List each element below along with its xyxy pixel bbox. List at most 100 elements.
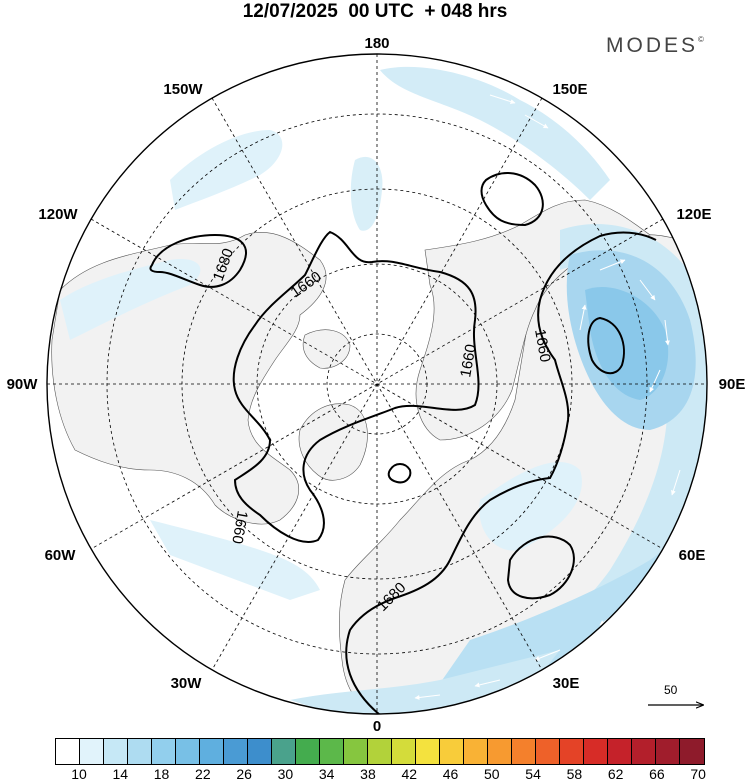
- wind-vector: [599, 259, 626, 271]
- colorbar-cell: [272, 739, 296, 764]
- colorbar-cell: [464, 739, 488, 764]
- wind-vectors: [414, 94, 681, 700]
- colorbar-cell: [344, 739, 368, 764]
- lon-label-30w: 30W: [171, 675, 203, 692]
- colorbar-cell: [368, 739, 392, 764]
- colorbar-cell: [512, 739, 536, 764]
- colorbar-cell: [392, 739, 416, 764]
- colorbar-tick-label: 62: [607, 766, 624, 782]
- latitude-circle: [181, 188, 573, 580]
- colorbar-cell: [560, 739, 584, 764]
- height-contours: [149, 172, 657, 714]
- jet-band-east: [400, 224, 707, 714]
- colorbar-tick-label: 26: [236, 766, 252, 782]
- jet-band-central: [350, 156, 383, 231]
- colorbar-tick-label: 46: [442, 766, 459, 782]
- jet-band-west: [60, 259, 201, 340]
- lon-label-90w: 90W: [7, 376, 39, 393]
- colorbar-cell: [320, 739, 344, 764]
- colorbar-tick-label: 22: [195, 766, 211, 782]
- longitude-labels: 180 150W 150E 120W 120E 90W 90E 60W 60E …: [7, 35, 746, 735]
- jet-band-southeast: [420, 470, 707, 714]
- colorbar-cell: [128, 739, 152, 764]
- lon-label-150e: 150E: [552, 81, 587, 98]
- jet-band-north: [380, 66, 610, 200]
- wind-vector: [534, 649, 561, 661]
- colorbar-cell: [632, 739, 656, 764]
- contour-1680-west: [149, 233, 247, 288]
- colorbar-cell: [440, 739, 464, 764]
- map-border: [46, 53, 708, 715]
- colorbar-cell: [104, 739, 128, 764]
- lon-label-60e: 60E: [679, 547, 706, 564]
- contour-label: 1660: [531, 328, 554, 364]
- colorbar-cell: [200, 739, 224, 764]
- colorbar: 10 14 18 22 26 30 34 38 42 46 50 54 58 62 66 70: [55, 738, 706, 782]
- lon-label-180: 180: [364, 35, 389, 52]
- colorbar-cell: [296, 739, 320, 764]
- colorbar-tick-label: 42: [401, 766, 418, 782]
- colorbar-cell: [56, 739, 80, 764]
- contour-closed-northeast: [480, 172, 544, 227]
- contour-1660-closed-east: [587, 316, 625, 375]
- colorbar-tick-label: 18: [153, 766, 170, 782]
- colorbar-cell: [608, 739, 632, 764]
- colorbar-tick-label: 58: [566, 766, 583, 782]
- wind-vector: [664, 319, 670, 346]
- colorbar-cell: [152, 739, 176, 764]
- jet-band-southwest: [150, 520, 320, 600]
- wind-vector: [414, 694, 441, 700]
- wind-vector: [489, 94, 516, 105]
- polar-map: 1680 1660 1660 1660 1660 1680 180 150W 1…: [7, 35, 746, 735]
- lon-label-30e: 30E: [553, 675, 580, 692]
- colorbar-cell: [680, 739, 704, 764]
- jet-band-central-east: [479, 461, 582, 551]
- colorbar-tick-label: 34: [318, 766, 335, 782]
- reference-vector-label: 50: [664, 683, 678, 697]
- colorbar-tick-label: 54: [525, 766, 541, 782]
- colorbar-cell: [224, 739, 248, 764]
- colorbar-tick-label: 70: [690, 766, 706, 782]
- colorbar-tick-label: 14: [112, 766, 129, 782]
- map-title: 12/07/2025 00 UTC + 048 hrs: [242, 1, 508, 22]
- map-disc: 1680 1660 1660 1660 1660 1680: [47, 54, 707, 714]
- wind-vector: [474, 679, 501, 688]
- contour-label: 1660: [228, 509, 251, 545]
- brand-logo: MODES©: [606, 34, 704, 58]
- lon-label-60w: 60W: [45, 547, 77, 564]
- contour-closed-southeast: [506, 535, 575, 600]
- lon-label-0: 0: [373, 718, 381, 735]
- wind-vector: [639, 279, 656, 301]
- colorbar-cells: [55, 738, 705, 765]
- graticule: [47, 54, 707, 714]
- colorbar-cell: [536, 739, 560, 764]
- lon-label-150w: 150W: [163, 81, 203, 98]
- colorbar-cell: [248, 739, 272, 764]
- jet-band-northwest: [170, 130, 283, 210]
- lon-label-120e: 120E: [676, 206, 711, 223]
- meridian: [90, 218, 664, 550]
- colorbar-cell: [416, 739, 440, 764]
- contour-label: 1660: [457, 343, 480, 379]
- colorbar-cell: [80, 739, 104, 764]
- wind-vector: [649, 369, 661, 393]
- colorbar-cell: [584, 739, 608, 764]
- lon-label-90e: 90E: [719, 376, 746, 393]
- colorbar-cell: [176, 739, 200, 764]
- contour-1660-east: [345, 231, 657, 714]
- greenland: [298, 403, 368, 481]
- colorbar-tick-label: 50: [484, 766, 500, 782]
- brand-text: MODES: [606, 34, 699, 57]
- brand-mark: ©: [698, 35, 704, 44]
- contour-1660-main: [232, 230, 480, 543]
- contour-small-low: [387, 463, 412, 484]
- colorbar-cell: [488, 739, 512, 764]
- wind-vector: [670, 469, 681, 496]
- wind-vector: [524, 114, 549, 129]
- wind-vector: [579, 304, 587, 331]
- colorbar-tick-label: 30: [277, 766, 294, 782]
- colorbar-tick-label: 66: [649, 766, 665, 782]
- colorbar-tick-label: 10: [71, 766, 87, 782]
- colorbar-tick-label: 38: [360, 766, 376, 782]
- colorbar-cell: [656, 739, 680, 764]
